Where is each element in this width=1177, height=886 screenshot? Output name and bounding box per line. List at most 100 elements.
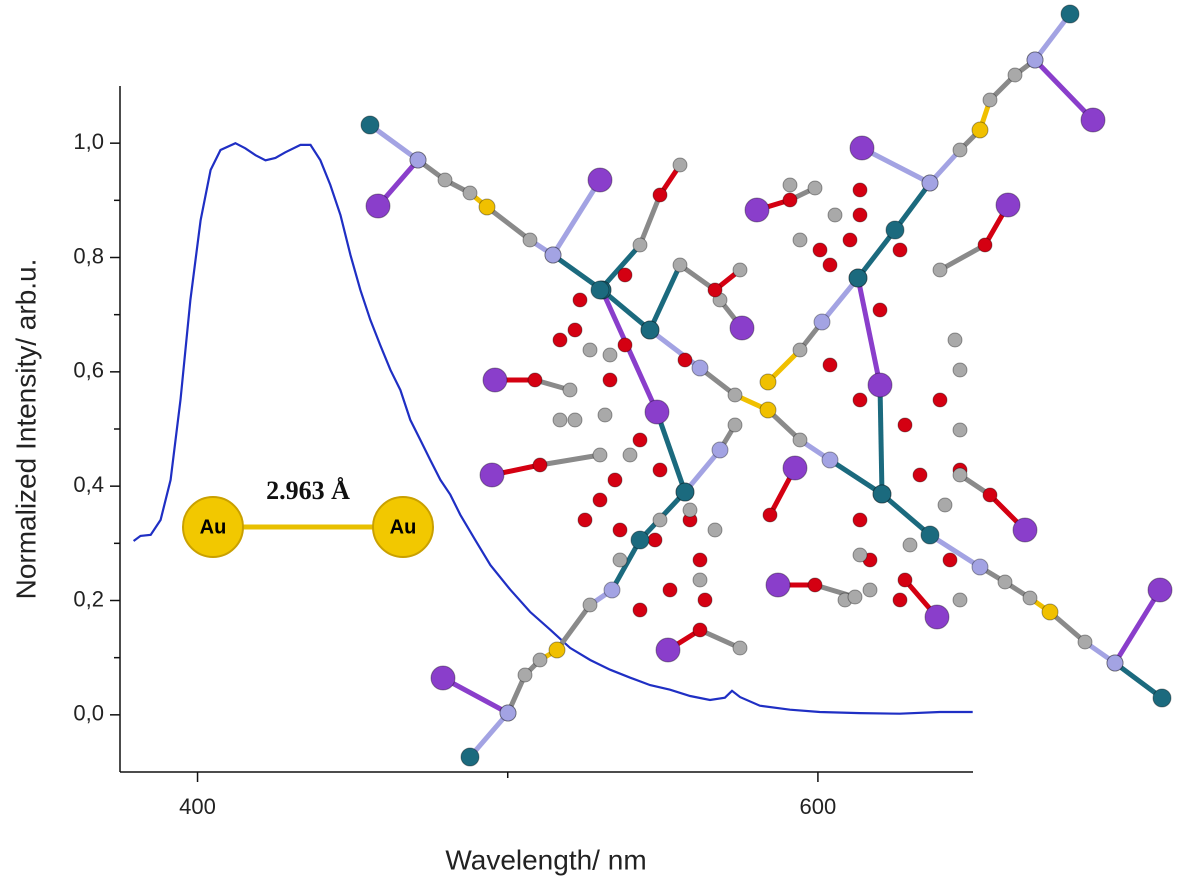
atom (782, 177, 798, 193)
atom (921, 174, 939, 192)
bond (637, 194, 663, 246)
atom (852, 512, 868, 528)
atom (682, 502, 698, 518)
atom (762, 507, 778, 523)
atom (848, 268, 868, 288)
atom (852, 392, 868, 408)
atom (587, 167, 613, 193)
atom (430, 665, 456, 691)
atom (1106, 654, 1124, 672)
atom (652, 187, 668, 203)
distance-label: 2.963 Å (266, 476, 350, 505)
atom (652, 512, 668, 528)
atom (822, 357, 838, 373)
atom (813, 313, 831, 331)
atom (852, 207, 868, 223)
bond (468, 711, 510, 759)
atom (517, 667, 533, 683)
atom (672, 257, 688, 273)
atom (812, 242, 828, 258)
y-tick-label: 0,8 (73, 243, 104, 268)
atom (847, 589, 863, 605)
atom (952, 142, 968, 158)
atom (647, 532, 663, 548)
atom (765, 572, 791, 598)
atom (1022, 590, 1038, 606)
atom-label: Au (390, 516, 417, 538)
atom (532, 457, 548, 473)
bond (1033, 58, 1095, 122)
bond (609, 538, 643, 592)
bond (856, 228, 897, 280)
atom (592, 492, 608, 508)
atom (977, 237, 993, 253)
atom (807, 577, 823, 593)
atom (632, 432, 648, 448)
atom (462, 185, 478, 201)
atom (732, 262, 748, 278)
atom (982, 487, 998, 503)
atom (697, 592, 713, 608)
atom (617, 337, 633, 353)
atom (567, 322, 583, 338)
atom (603, 581, 621, 599)
atom (707, 282, 723, 298)
atom (849, 135, 875, 161)
atom (729, 315, 755, 341)
atom (952, 592, 968, 608)
atom (602, 347, 618, 363)
atom (995, 192, 1021, 218)
atom (607, 472, 623, 488)
bond (698, 627, 742, 651)
bond (938, 242, 987, 273)
bond (678, 262, 717, 293)
atom (952, 422, 968, 438)
atom (662, 582, 678, 598)
atom (782, 455, 808, 481)
atom (997, 574, 1013, 590)
atom (902, 537, 918, 553)
atom (822, 257, 838, 273)
x-tick-label: 600 (800, 794, 837, 819)
atom (612, 522, 628, 538)
atom (852, 182, 868, 198)
y-tick-label: 0,2 (73, 586, 104, 611)
spectrum-line (132, 141, 973, 715)
bond (485, 205, 532, 242)
atom (577, 512, 593, 528)
atom (460, 747, 480, 767)
atom (692, 572, 708, 588)
bond (368, 122, 420, 163)
bond (1033, 12, 1072, 62)
y-tick-label: 0,4 (73, 472, 104, 497)
bond (647, 263, 683, 332)
bond (820, 276, 860, 324)
atom (897, 417, 913, 433)
atom (782, 192, 798, 208)
atom (499, 704, 517, 722)
atom (652, 462, 668, 478)
atom (582, 597, 598, 613)
atom (792, 232, 808, 248)
atom (711, 441, 729, 459)
atom (1077, 634, 1093, 650)
atom (567, 412, 583, 428)
atom-label: Au (200, 516, 227, 538)
atom (572, 292, 588, 308)
atom (937, 497, 953, 513)
bond (892, 181, 933, 232)
atom (912, 467, 928, 483)
atom (612, 552, 628, 568)
atom (1007, 67, 1023, 83)
atom (942, 552, 958, 568)
atom (852, 547, 868, 563)
bond (600, 288, 652, 332)
atom (792, 342, 808, 358)
atom (630, 530, 650, 550)
atom (482, 367, 508, 393)
atom (727, 387, 743, 403)
y-tick-label: 0,0 (73, 701, 104, 726)
atom (759, 373, 777, 391)
bond (880, 492, 932, 537)
